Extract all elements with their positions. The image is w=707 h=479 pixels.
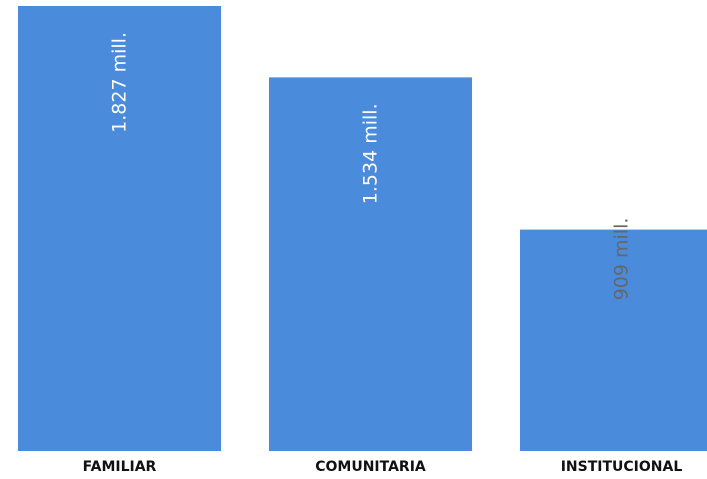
bar-institucional[interactable] (520, 229, 707, 451)
value-labels-group: 1.827 mill. 1.534 mill. 909 mill. (109, 32, 633, 300)
category-label-institucional: INSTITUCIONAL (561, 459, 683, 475)
bar-familiar[interactable] (18, 6, 221, 451)
value-label-familiar: 1.827 mill. (109, 32, 131, 133)
category-label-familiar: FAMILIAR (83, 459, 157, 475)
value-label-comunitaria: 1.534 mill. (360, 103, 382, 204)
bars-group (18, 6, 707, 451)
category-label-comunitaria: COMUNITARIA (315, 459, 426, 475)
category-labels-group: FAMILIAR COMUNITARIA INSTITUCIONAL (83, 459, 683, 475)
bar-comunitaria[interactable] (269, 77, 472, 451)
value-label-institucional: 909 mill. (611, 218, 633, 301)
